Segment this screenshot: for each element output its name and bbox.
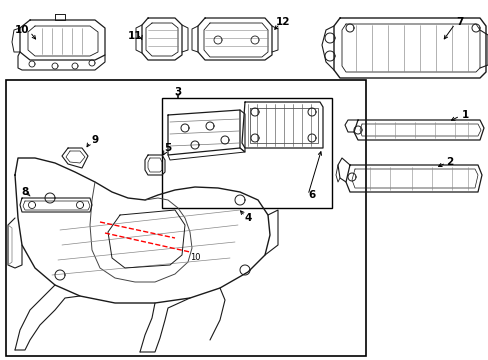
Text: 1: 1	[461, 110, 468, 120]
Text: 10: 10	[189, 253, 200, 262]
Text: 6: 6	[308, 190, 315, 200]
Text: 8: 8	[21, 187, 29, 197]
Text: 5: 5	[164, 143, 171, 153]
Bar	[6, 80, 365, 356]
Text: 4: 4	[244, 213, 251, 223]
Text: 12: 12	[275, 17, 290, 27]
Text: 9: 9	[91, 135, 99, 145]
Text: 7: 7	[455, 17, 463, 27]
Text: 3: 3	[174, 87, 181, 97]
Text: 11: 11	[127, 31, 142, 41]
Text: 2: 2	[446, 157, 453, 167]
Text: 10: 10	[15, 25, 29, 35]
Bar	[162, 98, 331, 208]
